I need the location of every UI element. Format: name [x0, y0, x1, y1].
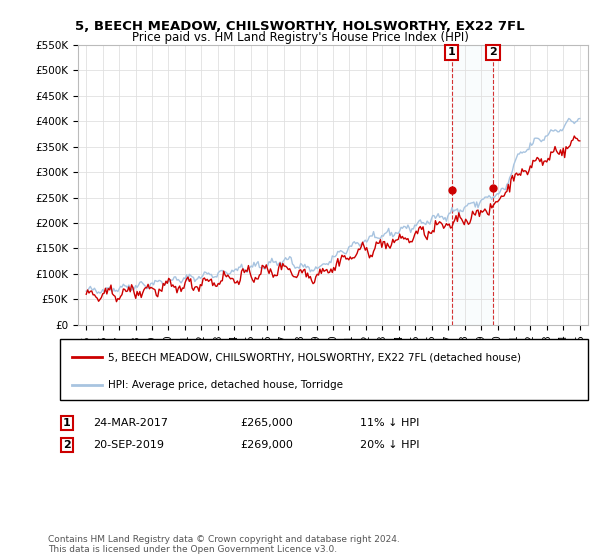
Text: 24-MAR-2017: 24-MAR-2017: [93, 418, 168, 428]
Text: Contains HM Land Registry data © Crown copyright and database right 2024.
This d: Contains HM Land Registry data © Crown c…: [48, 535, 400, 554]
Text: 2: 2: [489, 48, 497, 58]
Text: 20% ↓ HPI: 20% ↓ HPI: [360, 440, 419, 450]
Text: £269,000: £269,000: [240, 440, 293, 450]
Text: 11% ↓ HPI: 11% ↓ HPI: [360, 418, 419, 428]
Text: 1: 1: [448, 48, 455, 58]
Text: 20-SEP-2019: 20-SEP-2019: [93, 440, 164, 450]
Text: HPI: Average price, detached house, Torridge: HPI: Average price, detached house, Torr…: [108, 380, 343, 390]
Text: 5, BEECH MEADOW, CHILSWORTHY, HOLSWORTHY, EX22 7FL: 5, BEECH MEADOW, CHILSWORTHY, HOLSWORTHY…: [75, 20, 525, 32]
Text: Price paid vs. HM Land Registry's House Price Index (HPI): Price paid vs. HM Land Registry's House …: [131, 31, 469, 44]
Text: 5, BEECH MEADOW, CHILSWORTHY, HOLSWORTHY, EX22 7FL (detached house): 5, BEECH MEADOW, CHILSWORTHY, HOLSWORTHY…: [108, 352, 521, 362]
Text: 1: 1: [63, 418, 71, 428]
Text: 2: 2: [63, 440, 71, 450]
Text: £265,000: £265,000: [240, 418, 293, 428]
Bar: [452, 45, 493, 325]
